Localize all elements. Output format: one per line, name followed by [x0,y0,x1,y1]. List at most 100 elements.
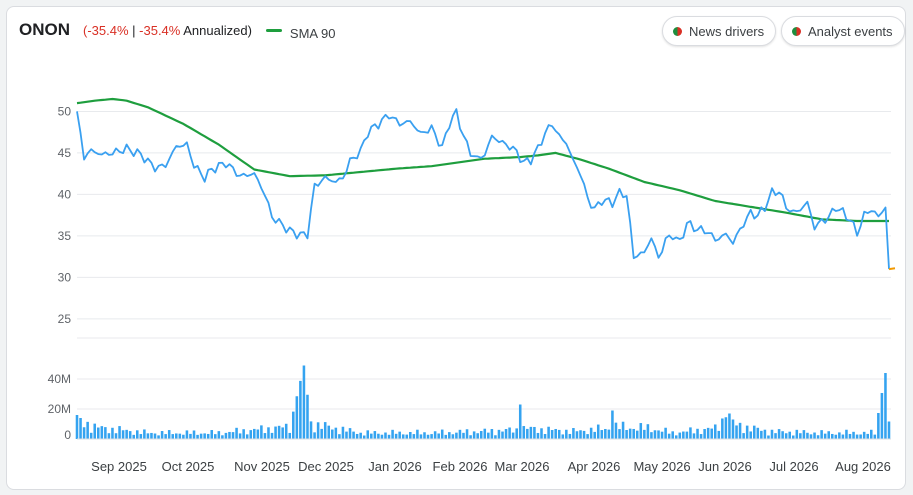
analyst-events-dot-icon [792,26,801,36]
volume-bar [352,431,355,439]
volume-bar [820,430,823,439]
volume-bar [618,429,621,439]
volume-bar [440,429,444,439]
chart-header: ONON (-35.4% | -35.4% Annualized) SMA 90 [19,20,335,41]
volume-bar [550,430,554,439]
volume-bar [242,429,245,439]
volume-bar [877,413,880,439]
volume-bar [295,396,299,439]
volume-bar [185,430,189,439]
volume-bar [228,431,231,439]
volume-bar [713,424,717,439]
volume-bar [763,429,767,439]
x-tick-label: Jan 2026 [368,459,422,474]
volume-bar [164,434,167,439]
volume-bar [859,434,862,439]
volume-bar [79,418,82,439]
price-tick-label: 35 [58,229,72,243]
volume-bar [621,421,625,439]
volume-bar [703,429,706,439]
volume-bar [791,435,795,439]
volume-bar [132,434,136,439]
volume-bar [611,410,614,439]
volume-bar [494,435,497,439]
volume-bar [384,432,387,439]
volume-bar [561,434,565,439]
performance-summary: (-35.4% | -35.4% Annualized) [83,23,252,38]
volume-bar [784,433,788,439]
volume-bar [508,427,511,439]
volume-bar [458,429,462,439]
volume-bar [504,429,508,439]
volume-bar [274,426,277,439]
volume-bar [699,434,703,439]
volume-bar [596,424,600,439]
price-tick-label: 25 [58,312,72,326]
volume-bar [884,373,887,439]
volume-bar [614,422,618,439]
volume-bar [281,427,284,439]
volume-bar [345,431,348,439]
volume-bar [462,432,465,439]
news-drivers-button[interactable]: News drivers [662,16,777,46]
x-tick-label: Feb 2026 [433,459,488,474]
volume-bar [664,427,667,439]
x-tick-label: Aug 2026 [835,459,891,474]
volume-bar [143,429,146,439]
volume-bar [472,431,476,439]
analyst-events-button[interactable]: Analyst events [781,16,905,46]
volume-bar [178,433,182,439]
volume-bar [199,433,203,439]
volume-bar [203,433,206,439]
volume-bar [806,432,809,439]
volume-bar [398,431,401,439]
volume-bar [160,431,164,439]
volume-bar [799,433,802,439]
volume-bar [557,429,561,439]
x-tick-label: Jul 2026 [769,459,818,474]
volume-bar [565,429,568,439]
price-tick-label: 30 [58,270,72,284]
volume-bar [256,429,260,439]
volume-bar [455,432,458,439]
volume-bar [394,433,398,439]
volume-bar [685,431,689,439]
volume-bar [674,435,678,439]
x-tick-label: Apr 2026 [568,459,621,474]
volume-bar [331,429,334,439]
volume-bar [671,431,674,439]
volume-bar [752,425,756,439]
volume-bar [469,435,472,439]
volume-bar [437,433,440,439]
volume-bar [522,426,526,439]
volume-bar [745,425,749,439]
volume-bar [823,433,827,439]
price-tick-label: 45 [58,146,72,160]
volume-bar [171,434,175,439]
stock-chart[interactable]: 50 45 40 35 30 25 40M 20M 0 Sep 2025 Oct 2025 Nov 2… [7,7,905,489]
volume-bar [646,424,650,439]
volume-bar [292,411,295,439]
volume-bar [338,434,341,439]
volume-bar [547,426,550,439]
volume-bar [355,433,359,439]
volume-bar [781,431,784,439]
volume-bar [370,433,373,439]
volume-bar [409,432,412,439]
volume-bar [880,393,884,439]
volume-bar [635,430,639,439]
volume-bar [373,431,377,439]
volume-bar [270,432,274,439]
volume-bar [852,431,855,439]
price-line [76,108,890,270]
change-percent: -35.4% [87,23,129,38]
volume-bar [433,431,437,439]
volume-bar [86,421,89,439]
volume-bar [100,426,104,439]
volume-bar [568,433,572,439]
volume-bar [377,433,380,439]
volume-tick-label: 40M [48,372,71,386]
volume-bar [139,434,143,439]
volume-bar [650,432,653,439]
volume-bar [249,430,253,439]
